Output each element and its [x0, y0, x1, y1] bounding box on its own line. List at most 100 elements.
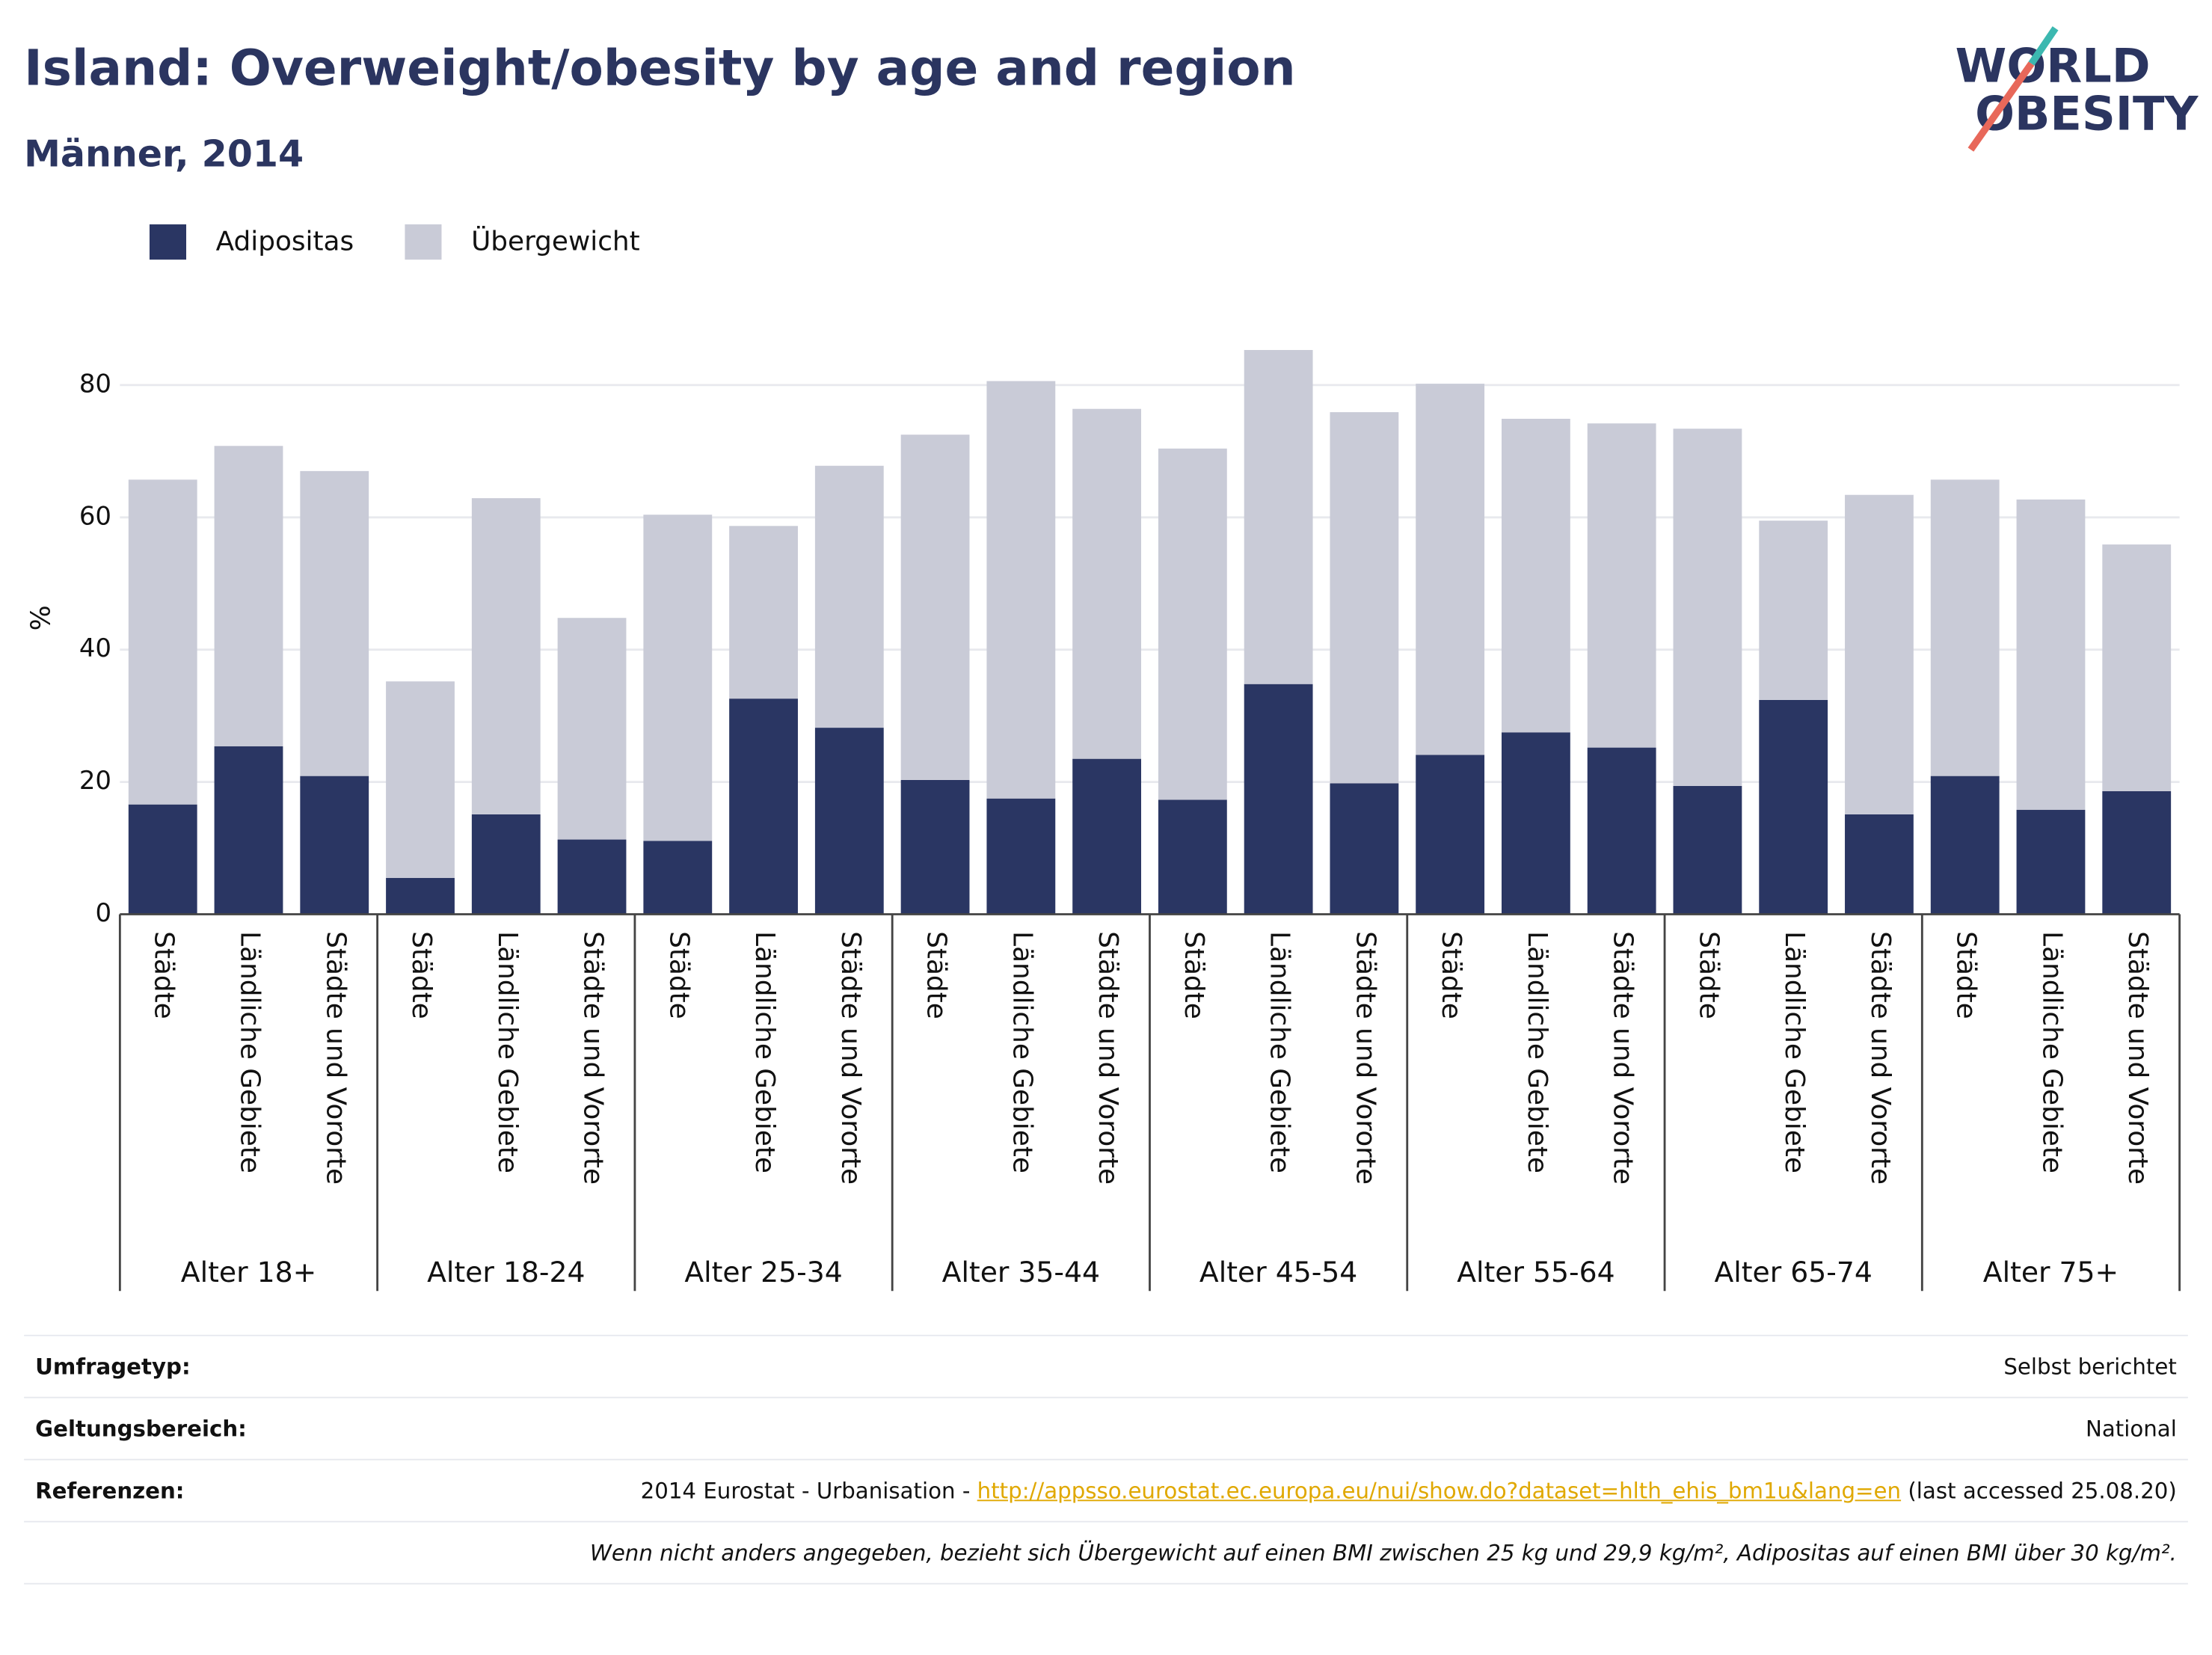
bar-segment	[386, 681, 455, 878]
bar-segment	[1759, 699, 1828, 915]
y-tick-label: 20	[79, 766, 111, 796]
x-tick-label: Ländliche Gebiete	[2036, 931, 2067, 1173]
bar-segment	[1845, 494, 1914, 814]
bar-segment	[900, 779, 970, 915]
bar-segment	[1587, 747, 1656, 915]
group-label: Alter 65-74	[1714, 1256, 1872, 1289]
bar-segment	[557, 839, 627, 915]
group-label: Alter 75+	[1983, 1256, 2119, 1289]
footer-value: Selbst berichtet	[2003, 1354, 2176, 1380]
group-label: Alter 18-24	[427, 1256, 585, 1289]
bar-segment	[814, 728, 884, 915]
bar-segment	[2102, 790, 2172, 915]
footer-text: 2014 Eurostat - Urbanisation -	[640, 1479, 977, 1505]
x-tick-label: Städte	[921, 931, 952, 1019]
x-tick-label: Städte und Vororte	[578, 931, 609, 1185]
bar-segment	[1158, 448, 1227, 800]
bar-segment	[300, 470, 369, 776]
reference-link[interactable]: http://appsso.eurostat.ec.europa.eu/nui/…	[977, 1479, 1902, 1505]
bar-segment	[1930, 776, 2000, 915]
x-tick-label: Städte und Vororte	[320, 931, 351, 1185]
bar-segment	[986, 798, 1056, 915]
footer-text: National	[2085, 1416, 2177, 1443]
bar-segment	[1244, 684, 1313, 915]
x-tick-label: Städte und Vororte	[2122, 931, 2153, 1185]
x-tick-label: Städte und Vororte	[1608, 931, 1638, 1185]
bar-segment	[729, 526, 798, 699]
bar-segment	[214, 446, 283, 746]
x-tick-label: Ländliche Gebiete	[1779, 931, 1810, 1173]
x-tick-label: Städte	[1951, 931, 1982, 1019]
x-tick-label: Städte und Vororte	[1865, 931, 1896, 1185]
x-tick-label: Ländliche Gebiete	[1007, 931, 1037, 1173]
x-tick-label: Ländliche Gebiete	[1265, 931, 1295, 1173]
x-tick-label: Städte und Vororte	[1093, 931, 1123, 1185]
footer-row: Wenn nicht anders angegeben, bezieht sic…	[24, 1520, 2188, 1585]
logo-slash	[1967, 61, 2035, 152]
x-tick-label: Städte	[1179, 931, 1209, 1019]
bar-segment	[1416, 384, 1485, 755]
bar-segment	[643, 515, 713, 841]
bar-segment	[1502, 732, 1570, 915]
bar-segment	[1330, 783, 1399, 915]
bar-segment	[1845, 814, 1914, 915]
bar-segment	[214, 746, 283, 915]
bar-segment	[2016, 809, 2086, 915]
group-label: Alter 35-44	[942, 1256, 1100, 1289]
bar-segment	[128, 804, 197, 915]
footer-value: 2014 Eurostat - Urbanisation - http://ap…	[641, 1479, 2177, 1504]
footer-text: Selbst berichtet	[2003, 1354, 2177, 1381]
group-label: Alter 18+	[181, 1256, 316, 1289]
bar-segment	[814, 465, 884, 728]
x-tick-label: Städte	[1693, 931, 1724, 1019]
bar-segment	[1244, 349, 1313, 684]
y-tick-label: 60	[79, 501, 111, 531]
footer-value: National	[2086, 1416, 2177, 1442]
y-tick-label: 0	[95, 898, 111, 928]
footer: Umfragetyp: Selbst berichtet Geltungsberei…	[24, 1334, 2188, 1585]
bar-segment	[1673, 429, 1742, 786]
x-tick-label: Städte	[406, 931, 437, 1019]
x-tick-label: Städte und Vororte	[835, 931, 866, 1185]
footer-note: Wenn nicht anders angegeben, bezieht sic…	[589, 1541, 2177, 1567]
legend-label: Übergewicht	[471, 226, 640, 257]
bar-segment	[557, 618, 627, 840]
x-tick-label: Ländliche Gebiete	[234, 931, 265, 1173]
bar-segment	[471, 814, 541, 915]
bar-segment	[1502, 418, 1570, 733]
bar-segment	[1759, 521, 1828, 700]
logo-text: WORLD	[1956, 38, 2151, 93]
x-tick-label: Städte	[149, 931, 179, 1019]
footer-row: Referenzen: 2014 Eurostat - Urbanisation …	[24, 1458, 2188, 1521]
footer-text: (last accessed 25.08.20)	[1901, 1479, 2177, 1505]
x-tick-label: Städte	[1436, 931, 1466, 1019]
bar-segment	[1416, 755, 1485, 915]
chart-title: Island: Overweight/obesity by age and re…	[24, 39, 1296, 96]
footer-table: Umfragetyp: Selbst berichtet Geltungsberei…	[24, 1334, 2188, 1585]
bar-segment	[2102, 544, 2172, 791]
bar-segment	[643, 841, 713, 915]
bar-segment	[900, 435, 970, 780]
bar-segment	[986, 381, 1056, 799]
footer-row: Geltungsbereich: National	[24, 1396, 2188, 1459]
bar-segment	[300, 776, 369, 915]
legend-label: Adipositas	[216, 227, 354, 257]
x-tick-label: Ländliche Gebiete	[1522, 931, 1552, 1173]
legend-swatch	[149, 224, 187, 260]
bar-segment	[1930, 479, 2000, 776]
bar-segment	[1072, 758, 1142, 915]
bar-segment	[1330, 412, 1399, 784]
y-axis-label: %	[26, 605, 57, 630]
bar-segment	[471, 498, 541, 814]
bar-segment	[386, 877, 455, 915]
bar-segment	[1158, 799, 1227, 915]
group-label: Alter 45-54	[1199, 1256, 1357, 1289]
bar-segment	[128, 479, 197, 805]
group-label: Alter 25-34	[684, 1256, 842, 1289]
bar-segment	[1673, 785, 1742, 915]
bar-segment	[729, 698, 798, 915]
bar-segment	[1072, 408, 1142, 759]
footer-label: Geltungsbereich:	[35, 1416, 247, 1443]
